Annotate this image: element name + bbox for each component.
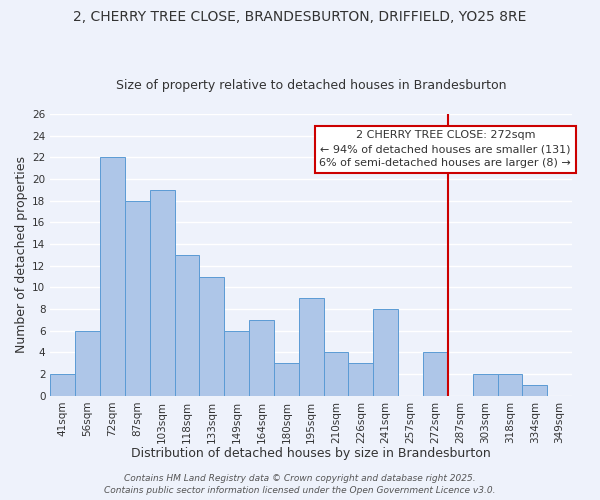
Bar [373, 309, 398, 396]
Bar [125, 200, 149, 396]
Bar [299, 298, 323, 396]
Bar [274, 364, 299, 396]
Bar [199, 276, 224, 396]
Y-axis label: Number of detached properties: Number of detached properties [15, 156, 28, 354]
Bar [349, 364, 373, 396]
Bar [75, 331, 100, 396]
Bar [497, 374, 523, 396]
Bar [100, 158, 125, 396]
X-axis label: Distribution of detached houses by size in Brandesburton: Distribution of detached houses by size … [131, 447, 491, 460]
Text: 2 CHERRY TREE CLOSE: 272sqm
← 94% of detached houses are smaller (131)
6% of sem: 2 CHERRY TREE CLOSE: 272sqm ← 94% of det… [319, 130, 571, 168]
Text: Contains HM Land Registry data © Crown copyright and database right 2025.
Contai: Contains HM Land Registry data © Crown c… [104, 474, 496, 495]
Bar [323, 352, 349, 396]
Bar [149, 190, 175, 396]
Bar [50, 374, 75, 396]
Text: 2, CHERRY TREE CLOSE, BRANDESBURTON, DRIFFIELD, YO25 8RE: 2, CHERRY TREE CLOSE, BRANDESBURTON, DRI… [73, 10, 527, 24]
Bar [249, 320, 274, 396]
Bar [523, 385, 547, 396]
Bar [224, 331, 249, 396]
Bar [473, 374, 497, 396]
Bar [175, 255, 199, 396]
Title: Size of property relative to detached houses in Brandesburton: Size of property relative to detached ho… [116, 79, 506, 92]
Bar [423, 352, 448, 396]
